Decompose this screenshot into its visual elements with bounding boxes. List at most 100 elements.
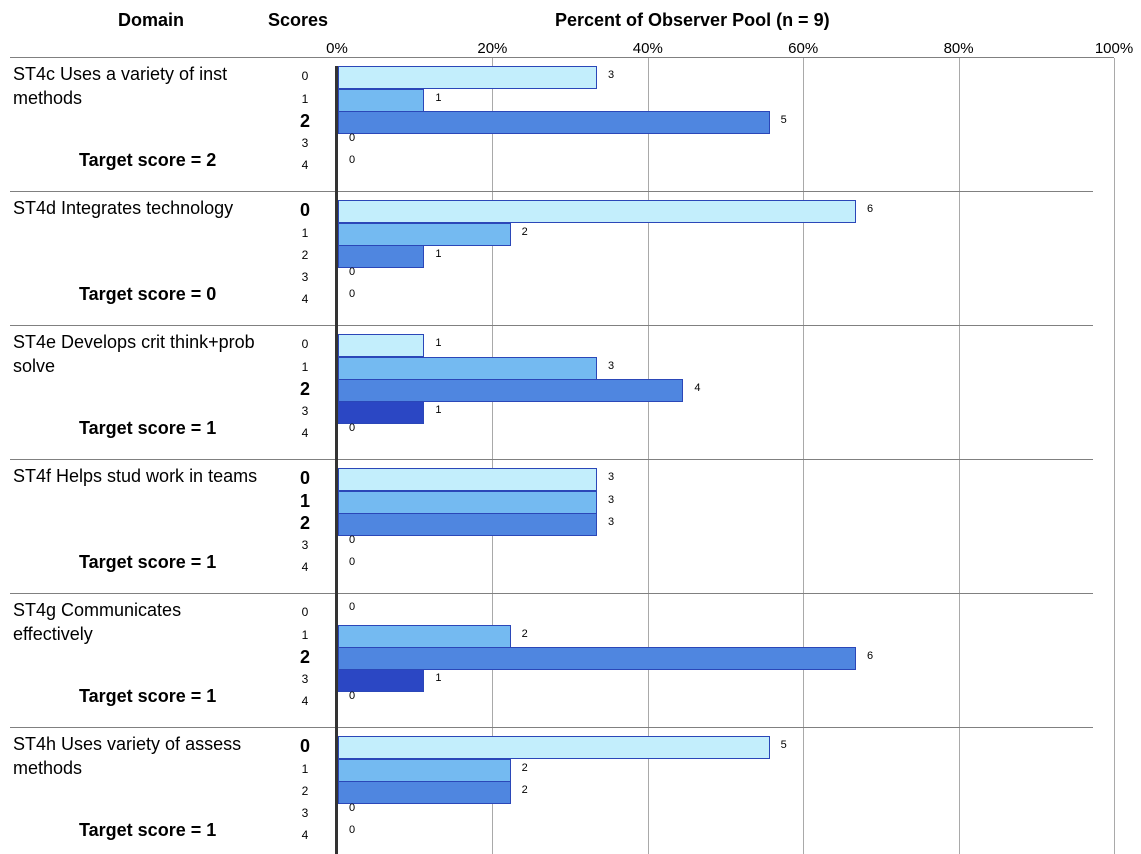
- score-label: 0: [301, 69, 309, 83]
- domain-separator: [10, 325, 1093, 326]
- percent-tick-label: 0%: [326, 40, 348, 57]
- data-label: 0: [349, 556, 356, 568]
- score-label: 1: [299, 491, 311, 511]
- bar: [338, 378, 684, 402]
- score-label: 4: [301, 292, 309, 306]
- score-label: 1: [301, 226, 309, 240]
- bar: [338, 490, 597, 514]
- data-label: 4: [694, 382, 701, 394]
- bar: [338, 668, 425, 692]
- data-label: 1: [435, 248, 442, 260]
- percent-tick-label: 60%: [788, 40, 819, 57]
- score-label: 3: [301, 672, 309, 686]
- domain-separator: [10, 593, 1093, 594]
- score-label: 4: [301, 426, 309, 440]
- data-label: 0: [349, 601, 356, 613]
- data-label: 0: [349, 266, 356, 278]
- score-label: 1: [301, 92, 309, 106]
- data-label: 5: [780, 114, 787, 126]
- domain-name: ST4c Uses a variety of inst methods: [13, 64, 228, 108]
- target-score-label: Target score = 1: [79, 552, 217, 572]
- target-score-label: Target score = 1: [79, 686, 217, 706]
- data-label: 3: [608, 494, 615, 506]
- score-label: 1: [301, 762, 309, 776]
- bar: [338, 735, 770, 759]
- data-label: 3: [608, 360, 615, 372]
- percent-tick-label: 40%: [632, 40, 663, 57]
- data-label: 0: [349, 802, 356, 814]
- score-label: 3: [301, 538, 309, 552]
- gridline: [958, 58, 960, 854]
- percent-tick-label: 100%: [1094, 40, 1134, 57]
- chart-title: Percent of Observer Pool (n = 9): [555, 10, 830, 30]
- data-label: 1: [435, 404, 442, 416]
- data-label: 0: [349, 154, 356, 166]
- data-label: 2: [521, 226, 528, 238]
- data-label: 3: [608, 471, 615, 483]
- bar: [338, 512, 597, 536]
- score-label: 4: [301, 560, 309, 574]
- bar: [338, 356, 597, 380]
- score-label: 0: [299, 200, 311, 220]
- score-label: 3: [301, 270, 309, 284]
- domain-name: ST4f Helps stud work in teams: [13, 466, 258, 486]
- bar: [338, 467, 597, 491]
- target-score-label: Target score = 2: [79, 150, 217, 170]
- header-rule: [10, 57, 1114, 58]
- score-label: 3: [301, 404, 309, 418]
- gridline: [1114, 58, 1115, 854]
- bar: [338, 65, 597, 89]
- bar: [338, 110, 770, 134]
- data-label: 0: [349, 288, 356, 300]
- data-label: 0: [349, 534, 356, 546]
- domain-name: ST4g Communicates effectively: [13, 600, 182, 644]
- score-label: 3: [301, 806, 309, 820]
- score-label: 2: [299, 513, 311, 533]
- data-label: 5: [780, 739, 787, 751]
- data-label: 0: [349, 690, 356, 702]
- bar: [338, 222, 511, 246]
- data-label: 6: [867, 203, 874, 215]
- bar: [338, 780, 511, 804]
- score-label: 2: [301, 248, 309, 262]
- bar: [338, 400, 425, 424]
- score-label: 4: [301, 158, 309, 172]
- score-label: 2: [299, 379, 311, 399]
- score-label: 0: [299, 736, 311, 756]
- gridline: [492, 58, 494, 854]
- domain-separator: [10, 191, 1093, 192]
- target-score-label: Target score = 1: [79, 418, 217, 438]
- data-label: 0: [349, 422, 356, 434]
- score-label: 1: [301, 628, 309, 642]
- gridline: [647, 58, 649, 854]
- data-label: 3: [608, 516, 615, 528]
- domain-name: ST4h Uses variety of assess methods: [13, 734, 242, 778]
- percent-tick-label: 80%: [943, 40, 974, 57]
- score-label: 2: [299, 111, 311, 131]
- y-axis-line: [335, 66, 338, 854]
- data-label: 0: [349, 132, 356, 144]
- domain-name: ST4d Integrates technology: [13, 198, 234, 218]
- bar: [338, 199, 856, 223]
- domain-column-header: Domain: [118, 10, 185, 30]
- target-score-label: Target score = 1: [79, 820, 217, 840]
- data-label: 6: [867, 650, 874, 662]
- data-label: 2: [521, 762, 528, 774]
- data-label: 3: [608, 69, 615, 81]
- score-label: 0: [299, 468, 311, 488]
- data-label: 1: [435, 337, 442, 349]
- data-label: 1: [435, 92, 442, 104]
- data-label: 2: [521, 784, 528, 796]
- data-label: 0: [349, 824, 356, 836]
- data-label: 1: [435, 672, 442, 684]
- bar: [338, 758, 511, 782]
- score-label: 2: [299, 647, 311, 667]
- domain-name: ST4e Develops crit think+prob solve: [13, 332, 255, 376]
- domain-separator: [10, 727, 1093, 728]
- bar: [338, 624, 511, 648]
- bar: [338, 88, 425, 112]
- data-label: 2: [521, 628, 528, 640]
- percent-tick-label: 20%: [477, 40, 508, 57]
- score-label: 2: [301, 784, 309, 798]
